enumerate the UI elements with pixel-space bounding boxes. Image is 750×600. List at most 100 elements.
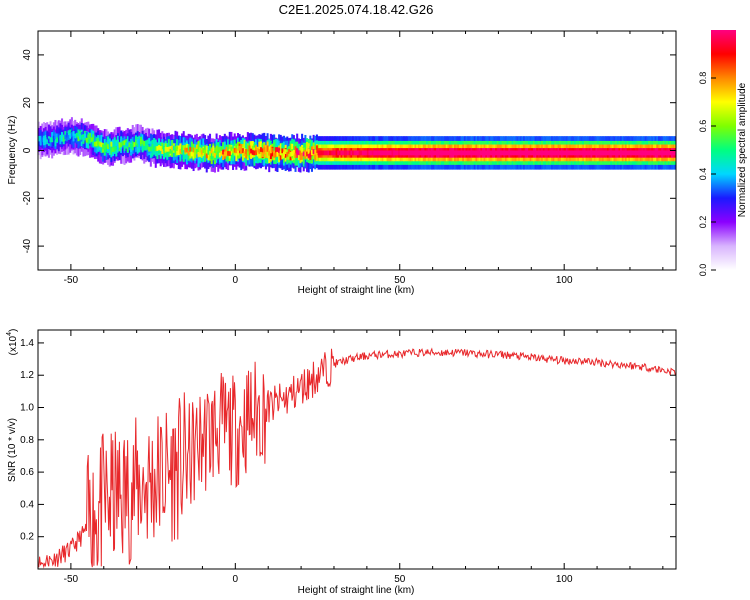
spectrogram-cell [125,142,128,148]
spectrogram-cell [194,147,197,153]
spectrogram-cell [633,150,636,156]
spectrogram-cell [174,147,177,157]
spectrogram-cell [46,139,49,145]
spectrogram-cell [618,150,621,156]
spectrogram-cell [241,148,244,153]
spectrogram-cell [59,135,62,141]
spectrogram-cell [85,137,88,143]
spectrogram-cell [417,150,420,156]
spectrogram-cell [386,150,389,156]
spectrogram-cell [371,150,374,156]
spectrogram-cell [171,145,174,151]
spectrogram-cell [87,134,90,140]
spectrogram-cell [279,150,282,161]
spectrogram-cell [289,151,292,157]
spectrogram-cell [69,133,72,139]
spectrogram-cell [325,150,328,156]
spectrogram-cell [179,149,182,154]
spectrogram-cell [534,150,537,156]
spectrogram-cell [192,149,195,159]
spectrogram-cell [118,142,121,148]
spectrogram-cell [261,152,264,158]
spectrogram-cell [154,146,157,152]
spectrogram-cell [307,149,310,154]
spectrogram-cell [230,146,233,152]
spectrogram-cell [162,146,166,151]
spectrogram-cell [217,151,220,157]
spectrogram-cell [54,136,57,147]
spectrogram-cell [187,150,190,156]
spectrogram-cell [72,131,75,136]
spectrogram-cell [452,150,455,156]
spectrogram-cell [569,150,572,156]
spectrogram-cell [306,151,309,157]
spectrogram-cell [547,150,550,156]
spectrogram-cell [465,150,468,156]
spectrogram-cell [519,150,522,156]
spectrogram-cell [189,146,192,152]
spectrogram-cell [608,150,611,156]
spectrogram-cell [427,150,430,156]
spectrogram-cell [404,150,407,156]
snr-scale-label: (x104) [6,329,19,356]
spectrogram-cell [205,145,208,156]
spectrogram-cell [511,150,514,156]
y-tick-label: 1.2 [20,370,34,381]
spectrogram-cell [47,138,50,144]
spectrogram-cell [398,150,401,156]
spectrogram-cell [126,142,129,153]
spectrogram-cell [444,150,447,156]
spectrogram-cell [103,144,106,150]
spectrogram-cell [380,150,383,156]
spectrogram-cell [611,150,614,156]
spectrogram-cell [662,150,665,156]
spectrogram-cell [227,150,230,156]
spectrogram-cell [347,150,350,156]
spectrogram-cell [162,147,166,158]
spectrogram-cell [414,150,417,156]
spectrogram-cell [528,150,531,156]
spectrogram-cell [401,150,404,156]
spectrogram-cell [565,150,568,156]
spectrogram-cell [620,150,623,156]
y-tick-label: 20 [22,97,33,109]
spectrogram-cell [52,136,55,147]
spectrogram-panel: -50 0 50 100 -40 -20 0 20 40 Height of straight … [7,30,677,296]
spectrogram-cell [77,129,80,140]
spectrogram-cell [574,150,577,156]
spectrogram-cell [409,150,412,156]
spectrogram-cell [625,150,628,156]
colorbar-tick-label: 0.0 [698,264,708,277]
spectrogram-cell [661,150,664,156]
snr-scale-text: (x10 [8,335,19,355]
spectrogram-cell [567,150,570,156]
spectrogram-cell [432,150,435,156]
spectrogram-cell [424,150,427,156]
spectrogram-cell [585,150,588,156]
spectrogram-cell [638,150,641,156]
spectrogram-cell [407,150,411,156]
spectrogram-cell [44,137,47,142]
spectrogram-cell [437,150,440,156]
spectrogram-cell [332,150,335,156]
spectrogram-cell [615,150,618,156]
spectrogram-cell [151,144,154,149]
spectrogram-cell [470,150,473,156]
spectrogram-cell [77,136,80,142]
spectrogram-cell [360,150,363,156]
snr-plot-area [38,347,676,569]
spectrogram-cell [70,132,73,137]
spectrogram-cell [225,151,228,156]
x-tick-label: 50 [394,275,406,286]
spectrogram-cell [95,141,98,147]
spectrogram-cell [583,150,586,156]
spectrogram-cell [113,139,116,150]
spectrogram-cell [412,150,415,156]
spectrogram-cell [205,153,208,159]
spectrogram-cell [429,150,432,156]
spectrogram-cell [164,146,167,152]
spectrogram-cell [82,137,85,142]
spectrogram-cell [570,150,573,156]
spectrogram-cell [52,135,55,141]
